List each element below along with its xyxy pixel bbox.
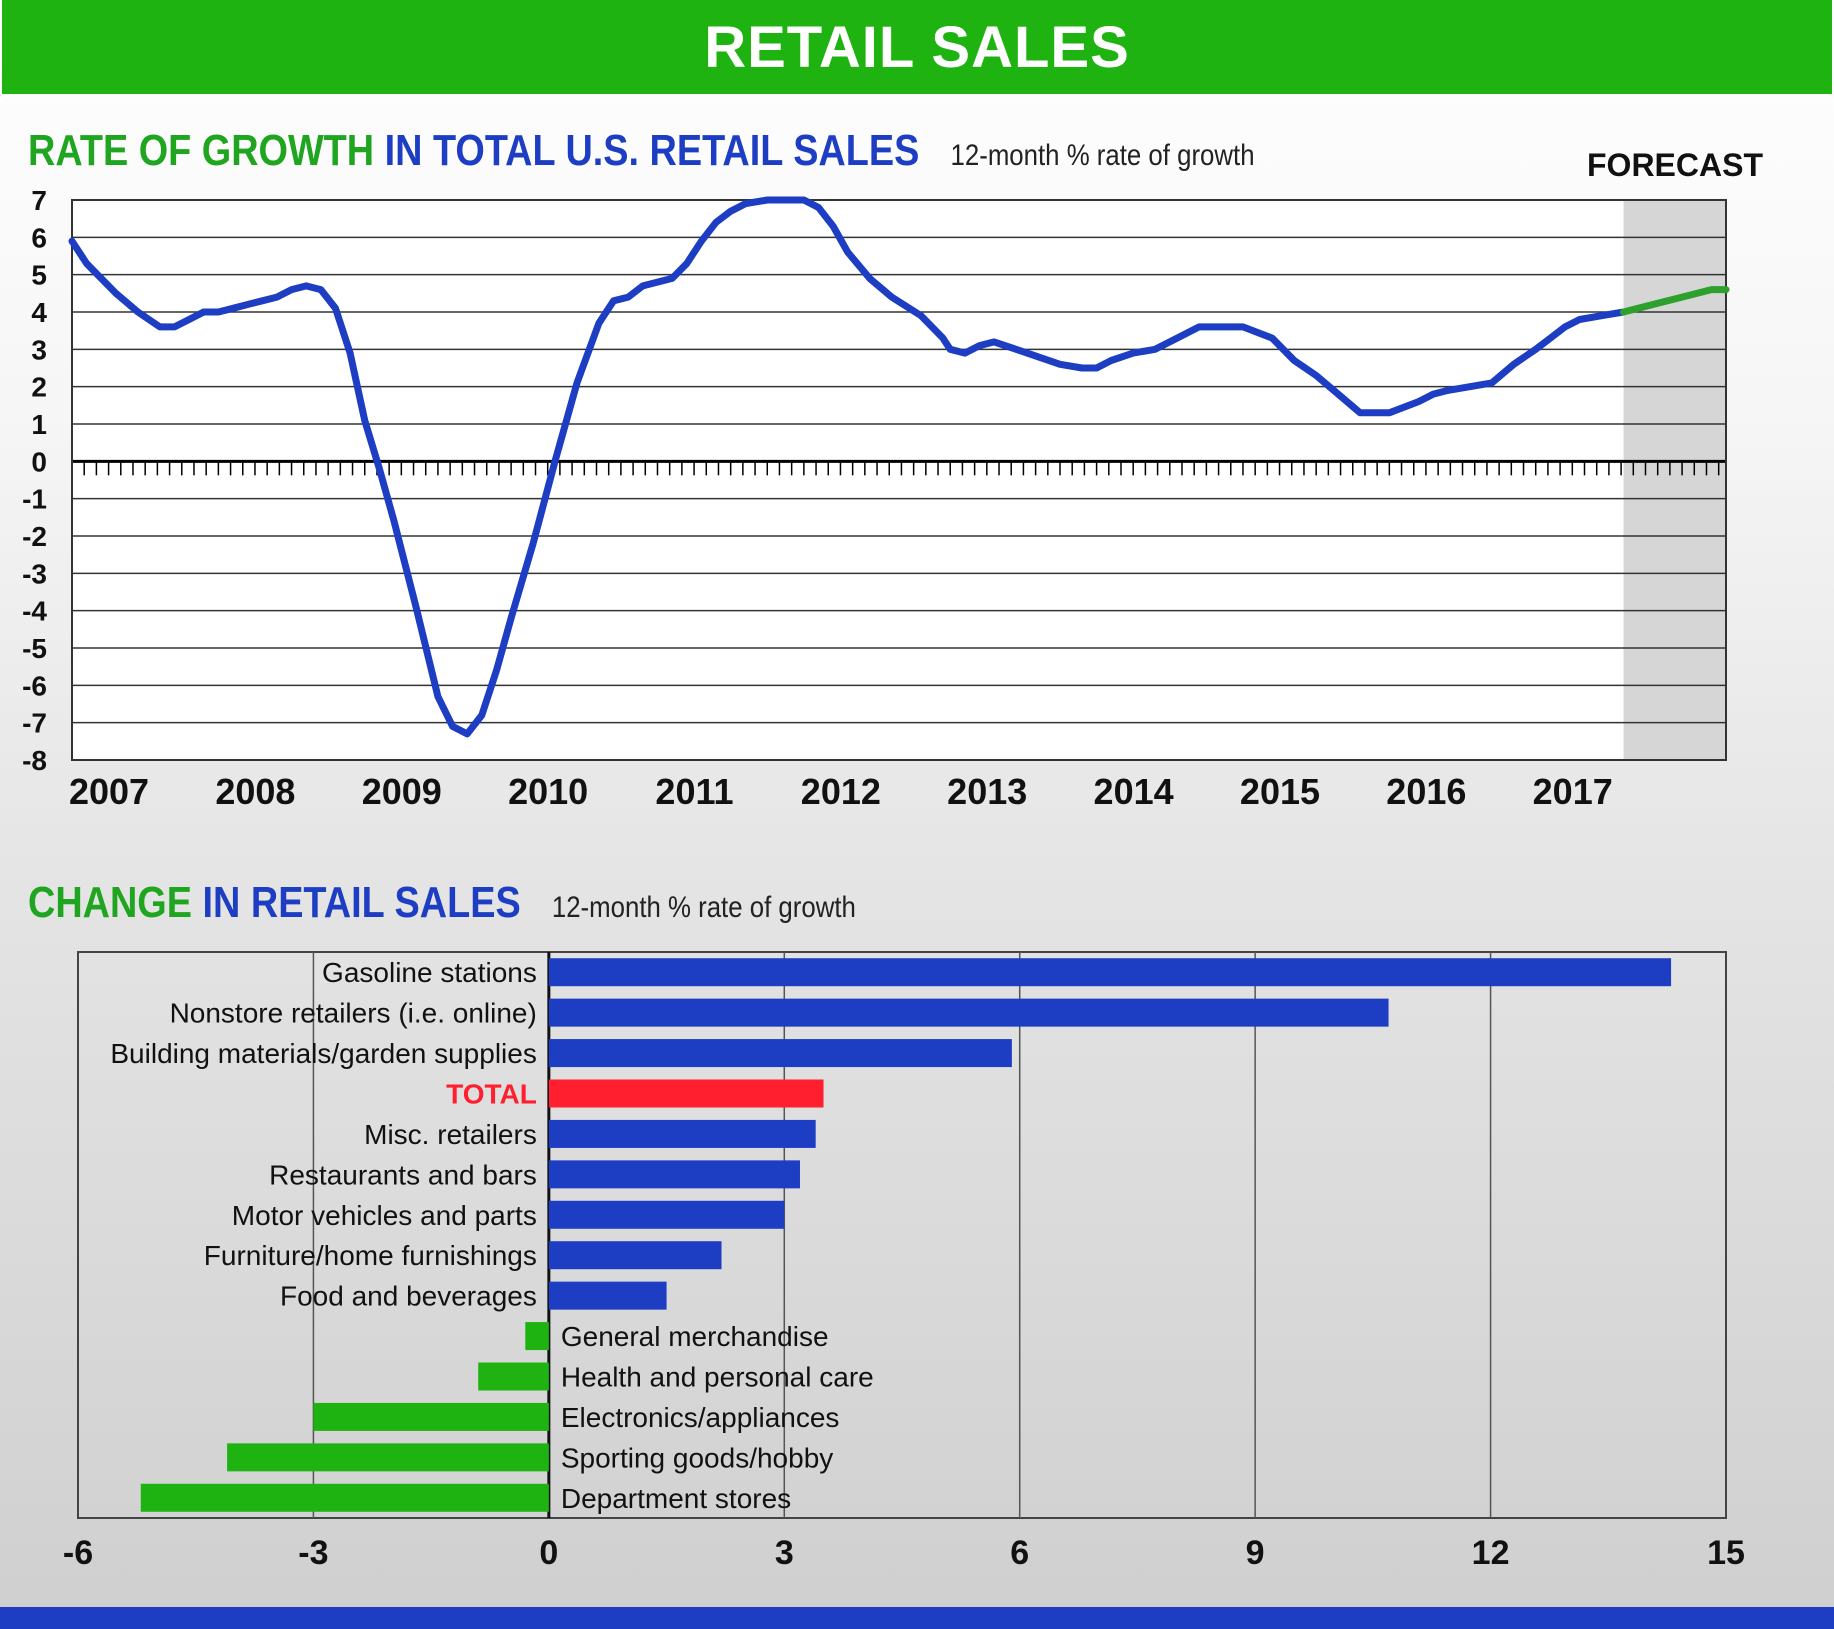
bar [548,1079,824,1108]
line-chart-title: RATE OF GROWTH IN TOTAL U.S. RETAIL SALE… [28,126,1255,176]
y-tick-label: -7 [22,708,47,739]
x-tick-label: 2007 [69,771,149,812]
plot-area [72,200,1726,760]
bar-category-label: Furniture/home furnishings [204,1240,537,1271]
line-title-blue: IN TOTAL U.S. RETAIL SALES [384,126,920,175]
line-chart: 7 6 5 4 3 2 1 0 -1 -2 -3 -4 -5 -6 -7 -8 2007 2008 2009 201… [22,147,1763,812]
x-tick-label: 2012 [801,771,881,812]
bar-x-tick-label: 9 [1246,1534,1265,1572]
bar-category-label: Food and beverages [280,1281,537,1312]
line-title-green: RATE OF GROWTH [28,126,375,175]
bar-category-label: TOTAL [446,1079,537,1110]
y-tick-label: 3 [31,334,47,365]
bar [548,1119,816,1148]
x-tick-label: 2013 [947,771,1027,812]
forecast-label: FORECAST [1587,147,1763,183]
y-tick-label: -2 [22,521,47,552]
bar-category-label: Sporting goods/hobby [561,1442,833,1473]
retail-growth-series-line [68,196,1627,738]
forecast-shade [1623,200,1726,760]
page-title: RETAIL SALES [704,14,1130,80]
bar-x-tick-label: 12 [1472,1534,1510,1572]
line-x-axis: 2007 2008 2009 2010 2011 2012 2013 2014 2015 2016… [69,771,1613,812]
bar-title-blue: IN RETAIL SALES [202,878,521,927]
y-tick-label: 2 [31,372,47,403]
bar-category-label: Restaurants and bars [269,1159,537,1190]
bar [140,1483,549,1512]
x-tick-label: 2017 [1533,771,1613,812]
bar [548,998,1389,1027]
x-tick-label: 2010 [508,771,588,812]
bar [548,1200,785,1229]
bar-category-label: Health and personal care [561,1362,874,1393]
y-tick-label: 6 [31,222,47,253]
bar-x-tick-label: -6 [63,1534,93,1572]
forecast-series-line [1620,286,1730,316]
bar [478,1362,549,1391]
y-tick-label: -6 [22,670,47,701]
bar-x-tick-label: 6 [1010,1534,1029,1572]
y-tick-label: -1 [22,484,47,515]
bar-x-tick-label: 3 [775,1534,794,1572]
bar [548,1160,800,1189]
footer-bar [0,1607,1834,1629]
bar [525,1322,549,1351]
bar-chart: Gasoline stations Nonstore retailers (i.e… [63,951,1745,1572]
y-tick-label: -3 [22,558,47,589]
bar-category-label: Motor vehicles and parts [232,1200,537,1231]
bar [548,958,1672,987]
bar-subtitle: 12-month % rate of growth [551,891,856,924]
bar-x-axis: -6 -3 0 3 6 9 12 15 [63,1534,1745,1572]
header-bar: RETAIL SALES [2,0,1832,94]
bar-chart-title: CHANGE IN RETAIL SALES 12-month % rate o… [28,878,856,928]
x-tick-label: 2014 [1094,771,1174,812]
bar [548,1281,667,1310]
y-tick-label: -4 [22,596,47,627]
bar-category-labels: Gasoline stations Nonstore retailers (i.e… [110,957,873,1514]
bar-category-label: Nonstore retailers (i.e. online) [170,998,537,1029]
bar-x-tick-label: 15 [1707,1534,1745,1572]
bar-group [140,958,1672,1512]
bar [227,1443,549,1472]
line-y-axis: 7 6 5 4 3 2 1 0 -1 -2 -3 -4 -5 -6 -7 -8 [22,185,47,776]
y-tick-label: 0 [31,446,47,477]
y-tick-label: -8 [22,745,47,776]
bar-category-label: Gasoline stations [322,957,537,988]
x-tick-label: 2008 [215,771,295,812]
y-tick-label: 5 [31,260,47,291]
bar-grid [77,951,1727,1519]
line-grid [71,199,1727,761]
plot-border [71,199,1727,761]
bar-title-green: CHANGE [28,878,192,927]
x-tick-label: 2009 [362,771,442,812]
x-tick-label: 2015 [1240,771,1320,812]
bar [313,1402,549,1431]
bar-category-label: Misc. retailers [364,1119,537,1150]
bar [548,1039,1012,1068]
bar-category-label: Department stores [561,1483,791,1514]
bar-plot-border [77,951,1727,1519]
y-tick-label: 1 [31,409,47,440]
bar-category-label: Electronics/appliances [561,1402,840,1433]
line-subtitle: 12-month % rate of growth [950,139,1255,172]
x-tick-label: 2016 [1386,771,1466,812]
y-tick-label: 7 [31,185,47,216]
bar-category-label: General merchandise [561,1321,829,1352]
bar-x-tick-label: 0 [539,1534,558,1572]
x-tick-label: 2011 [655,771,733,812]
y-tick-label: -5 [22,633,47,664]
bar-category-label: Building materials/garden supplies [110,1038,536,1069]
bar-x-tick-label: -3 [298,1534,328,1572]
line-series-group [68,196,1730,738]
bar [548,1241,722,1270]
y-tick-label: 4 [31,297,47,328]
